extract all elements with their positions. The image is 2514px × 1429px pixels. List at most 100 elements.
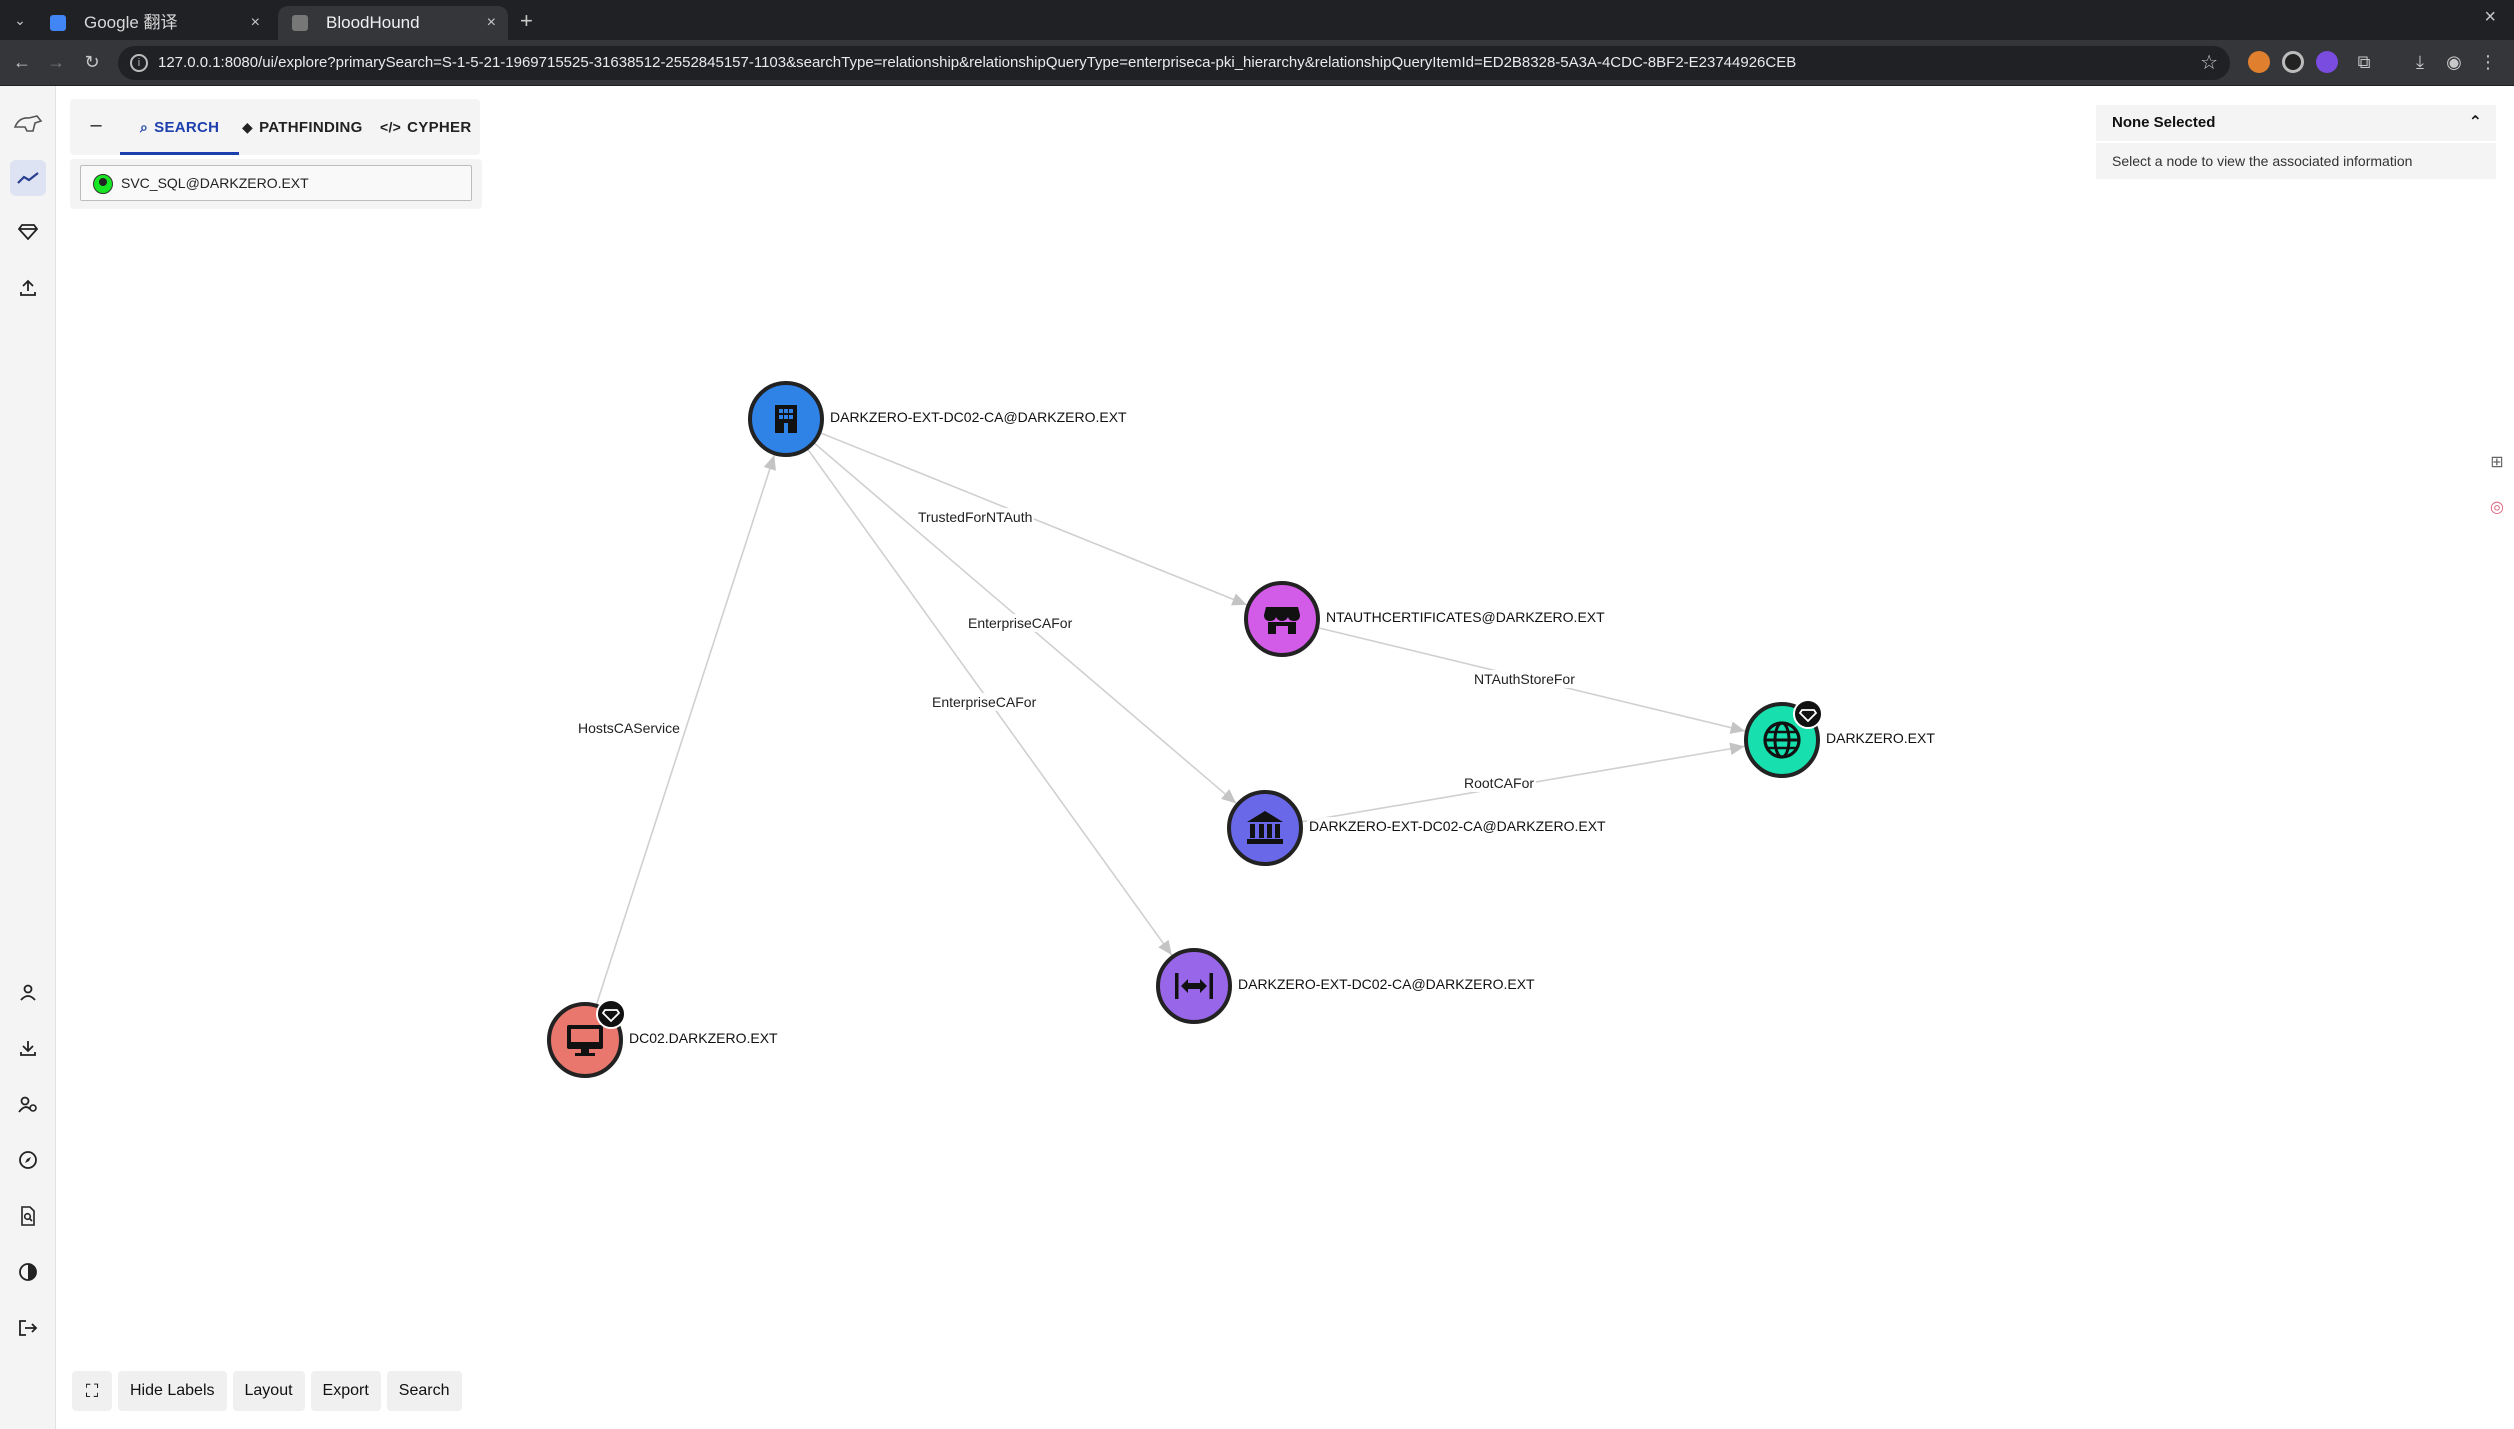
extension-icon[interactable] <box>2248 51 2270 73</box>
graph-search-button[interactable]: Search <box>386 1371 462 1411</box>
tab-cypher-label: CYPHER <box>407 119 472 136</box>
bookmark-star-icon[interactable]: ☆ <box>2200 52 2218 74</box>
close-tab-icon[interactable]: × <box>486 14 496 31</box>
tab-search-menu-icon[interactable]: ⌄ <box>14 12 26 28</box>
document-search-icon[interactable] <box>10 1198 46 1234</box>
gem-icon[interactable] <box>10 214 46 250</box>
explore-icon[interactable] <box>10 160 46 196</box>
download-icon[interactable] <box>10 1030 46 1066</box>
edge-label[interactable]: NTAuthStoreFor <box>1472 670 1577 688</box>
graph-node-enterpriseca[interactable] <box>748 381 824 457</box>
theme-toggle-icon[interactable] <box>10 1254 46 1290</box>
tab-pathfinding-label: PATHFINDING <box>259 119 363 136</box>
google-translate-favicon-icon <box>50 15 66 31</box>
window-close-icon[interactable]: × <box>2484 6 2496 28</box>
back-icon[interactable]: ← <box>13 52 31 72</box>
building-icon <box>775 405 797 433</box>
browser-tab-bloodhound[interactable]: BloodHound × <box>278 6 508 40</box>
node-label[interactable]: NTAUTHCERTIFICATES@DARKZERO.EXT <box>1324 608 1607 626</box>
extension-icon[interactable] <box>2282 51 2304 73</box>
globe-icon <box>1763 721 1801 759</box>
user-profile-icon[interactable] <box>10 974 46 1010</box>
edge-label[interactable]: TrustedForNTAuth <box>916 508 1035 526</box>
graph-node-ntauthstore[interactable] <box>1244 581 1320 657</box>
tab-search-label: SEARCH <box>154 119 220 136</box>
reload-icon[interactable]: ↻ <box>84 52 100 72</box>
tier-zero-gem-icon <box>596 999 626 1029</box>
search-tabs: – ⌕ SEARCH ◆ PATHFINDING </> CYPHER <box>70 99 480 155</box>
qr-icon[interactable]: ⊞ <box>2490 454 2504 471</box>
code-icon: </> <box>380 119 402 135</box>
tab-title: Google 翻译 <box>84 13 178 32</box>
tab-search[interactable]: ⌕ SEARCH <box>120 99 240 155</box>
browser-toolbar: ← → ↻ i 127.0.0.1:8080/ui/explore?primar… <box>0 40 2514 86</box>
browser-tab-google-translate[interactable]: Google 翻译 × <box>36 6 272 40</box>
browser-menu-icon[interactable]: ⋮ <box>2479 52 2497 72</box>
bloodhound-favicon-icon <box>292 15 308 31</box>
compass-icon[interactable] <box>10 1142 46 1178</box>
collapse-panel-button[interactable]: – <box>90 114 102 136</box>
store-icon <box>1264 607 1300 634</box>
new-tab-button[interactable]: + <box>520 8 533 33</box>
arrows-icon <box>1175 973 1213 999</box>
profile-icon[interactable]: ◉ <box>2446 52 2462 72</box>
node-circle[interactable] <box>1227 790 1303 866</box>
graph-edge[interactable] <box>785 418 1173 956</box>
monitor-icon <box>567 1025 603 1056</box>
logout-icon[interactable] <box>10 1310 46 1346</box>
user-settings-icon[interactable] <box>10 1086 46 1122</box>
graph-node-rootca[interactable] <box>1227 790 1303 866</box>
bloodhound-logo-icon[interactable] <box>10 106 46 142</box>
node-label[interactable]: DARKZERO-EXT-DC02-CA@DARKZERO.EXT <box>828 408 1129 426</box>
search-panel: – ⌕ SEARCH ◆ PATHFINDING </> CYPHER SVC_SQL… <box>70 99 482 296</box>
graph-node-computer[interactable] <box>547 999 626 1078</box>
address-bar[interactable]: i 127.0.0.1:8080/ui/explore?primarySearc… <box>118 46 2230 80</box>
close-tab-icon[interactable]: × <box>250 14 260 31</box>
graph-edge[interactable] <box>584 454 776 1041</box>
url-text[interactable]: 127.0.0.1:8080/ui/explore?primarySearch=… <box>158 54 1797 71</box>
tab-title: BloodHound <box>326 13 420 32</box>
bloodhound-app: TrustedForNTAuth EnterpriseCAFor Enterpris… <box>0 86 2514 1429</box>
downloads-icon[interactable]: ⤓ <box>2416 52 2424 72</box>
graph-canvas[interactable]: TrustedForNTAuth EnterpriseCAFor Enterpris… <box>56 86 2514 1429</box>
chevron-up-icon[interactable]: ⌃ <box>2468 114 2482 131</box>
extensions-puzzle-icon[interactable]: ⧉ <box>2357 52 2371 72</box>
translate-icon[interactable]: ◎ <box>2490 499 2504 516</box>
info-panel-message: Select a node to view the associated inf… <box>2096 143 2496 179</box>
edge-label[interactable]: RootCAFor <box>1462 774 1537 792</box>
entity-info-panel: None Selected ⌃ Select a node to view th… <box>2096 105 2496 187</box>
tier-zero-gem-icon <box>1793 699 1823 729</box>
node-label[interactable]: DARKZERO-EXT-DC02-CA@DARKZERO.EXT <box>1236 975 1537 993</box>
forward-icon[interactable]: → <box>47 52 65 72</box>
node-label[interactable]: DARKZERO-EXT-DC02-CA@DARKZERO.EXT <box>1307 817 1608 835</box>
edge-label[interactable]: EnterpriseCAFor <box>930 693 1039 711</box>
crop-icon[interactable]: ⛶ <box>72 1371 112 1411</box>
info-panel-title: None Selected <box>2112 114 2216 131</box>
node-label[interactable]: DC02.DARKZERO.EXT <box>627 1029 780 1047</box>
search-input[interactable]: SVC_SQL@DARKZERO.EXT <box>80 165 472 201</box>
edge-label[interactable]: HostsCAService <box>576 719 682 737</box>
export-button[interactable]: Export <box>310 1371 381 1411</box>
pathfinding-icon: ◆ <box>242 119 254 135</box>
graph-svg[interactable] <box>56 86 2514 1429</box>
graph-toolbar: ⛶ Hide Labels Layout Export Search <box>72 1371 462 1411</box>
bank-icon <box>1247 811 1283 844</box>
hide-labels-button[interactable]: Hide Labels <box>118 1371 227 1411</box>
sidebar <box>0 86 56 1429</box>
node-label[interactable]: DARKZERO.EXT <box>1824 729 1937 747</box>
extension-icon[interactable] <box>2316 51 2338 73</box>
tab-cypher[interactable]: </> CYPHER <box>380 99 471 155</box>
browser-tab-bar: ⌄ Google 翻译 × BloodHound × + × <box>0 0 2514 40</box>
graph-node-domain[interactable] <box>1744 699 1823 778</box>
info-panel-header[interactable]: None Selected ⌃ <box>2096 105 2496 141</box>
graph-edge[interactable] <box>785 418 1237 804</box>
search-icon: ⌕ <box>140 119 149 135</box>
upload-icon[interactable] <box>10 270 46 306</box>
user-node-icon <box>93 174 113 194</box>
site-info-icon[interactable]: i <box>130 54 148 72</box>
layout-button[interactable]: Layout <box>232 1371 305 1411</box>
search-input-value: SVC_SQL@DARKZERO.EXT <box>121 175 309 191</box>
tab-pathfinding[interactable]: ◆ PATHFINDING <box>242 99 363 155</box>
graph-node-aiaca[interactable] <box>1156 948 1232 1024</box>
edge-label[interactable]: EnterpriseCAFor <box>966 614 1075 632</box>
